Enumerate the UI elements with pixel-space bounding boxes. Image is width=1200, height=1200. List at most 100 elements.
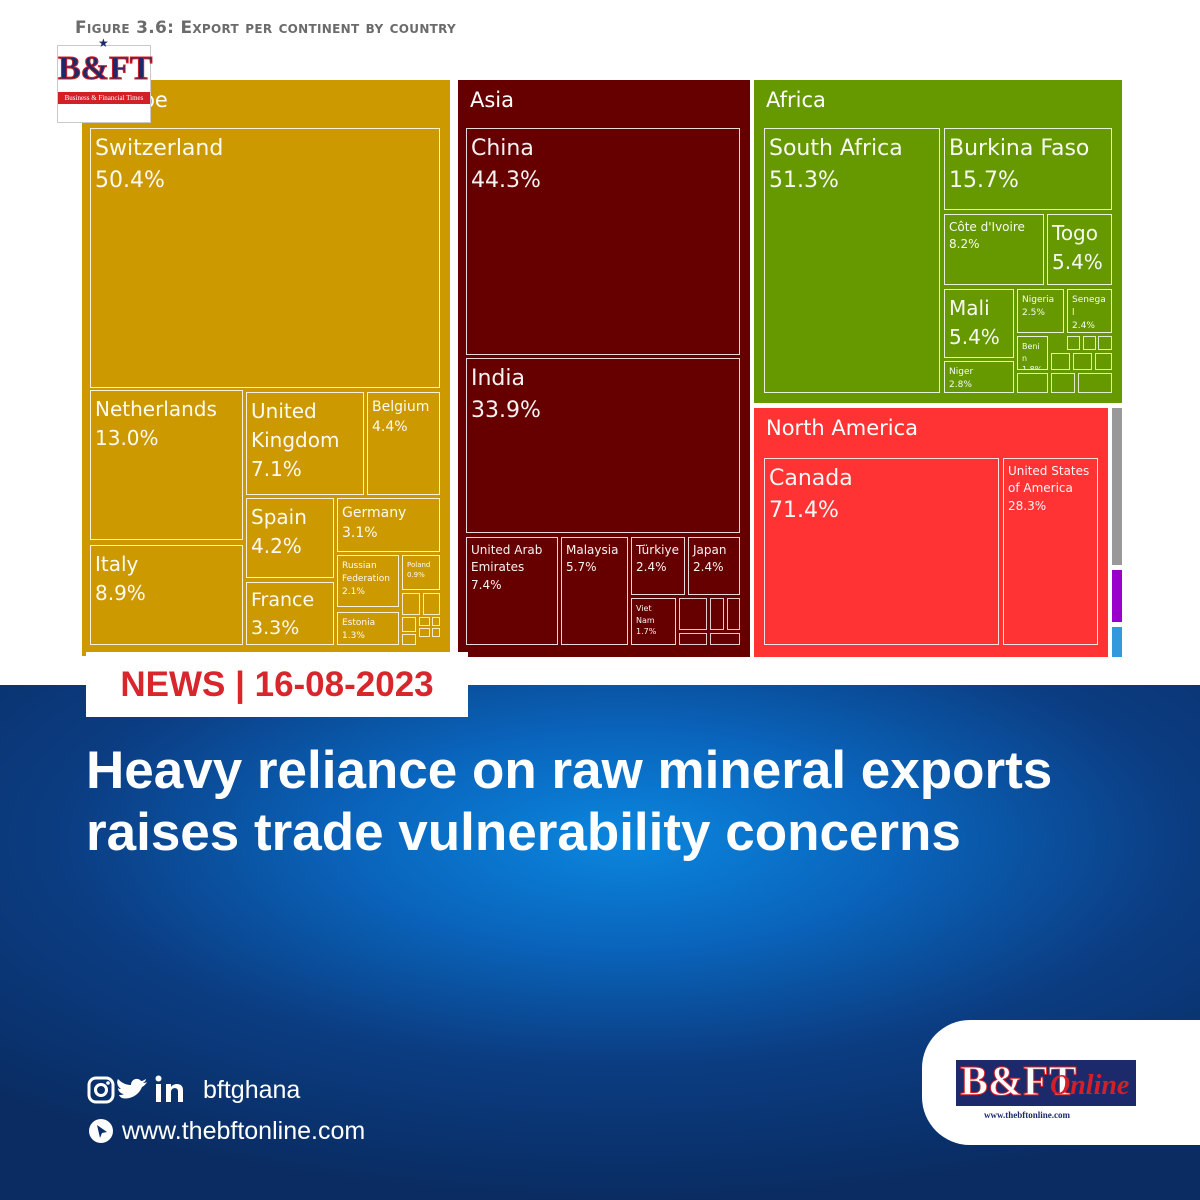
- small-cell: [432, 617, 440, 626]
- small-cell: [1073, 353, 1092, 370]
- treemap-cell: Poland 0.9%: [402, 555, 440, 590]
- treemap-cell: United Arab Emirates 7.4%: [466, 537, 558, 645]
- small-cell: [419, 617, 430, 626]
- minor-group: [1112, 627, 1122, 657]
- cell-value: 7.4%: [471, 577, 502, 592]
- cell-label: United Arab Emirates: [471, 543, 543, 575]
- social-icons: [87, 1075, 183, 1104]
- treemap-cell: Italy 8.9%: [90, 545, 243, 645]
- linkedin-icon: [156, 1084, 161, 1102]
- logo-name: B&FT: [960, 1059, 1078, 1106]
- cell-label: Netherlands: [95, 397, 217, 421]
- cell-value: 33.9%: [471, 397, 541, 423]
- cell-label: United States of America: [1008, 464, 1090, 496]
- cell-label: Nigeria: [1022, 295, 1055, 305]
- cell-value: 2.4%: [636, 560, 667, 575]
- group-label: Asia: [470, 88, 515, 112]
- minor-group: [1112, 408, 1122, 565]
- cell-label: Belgium: [372, 399, 430, 415]
- cell-label: Italy: [95, 552, 139, 576]
- cell-value: 7.1%: [251, 457, 302, 481]
- treemap-cell: Russian Federation 2.1%: [337, 555, 399, 607]
- treemap-cell: Nigeria 2.5%: [1017, 289, 1064, 333]
- cell-label: Burkina Faso: [949, 136, 1090, 161]
- small-cell: [419, 628, 430, 637]
- cell-value: 5.4%: [949, 325, 1000, 349]
- cell-value: 4.4%: [372, 419, 408, 436]
- treemap-cell: Estonia 1.3%: [337, 612, 399, 645]
- small-cell: [1051, 373, 1075, 393]
- cell-label: Germany: [342, 505, 407, 521]
- cell-value: 1.7%: [636, 627, 657, 637]
- minor-group: [1112, 570, 1122, 622]
- treemap-cell: Spain 4.2%: [246, 498, 334, 578]
- cell-label: China: [471, 136, 534, 161]
- group: North America: [754, 408, 1108, 657]
- website: www.thebftonline.com: [122, 1117, 366, 1145]
- small-cell: [1098, 336, 1112, 350]
- cell-value: 8.2%: [949, 237, 980, 252]
- cell-label: Türkiye: [636, 543, 679, 557]
- cell-label: Senegal: [1072, 295, 1106, 319]
- headline: Heavy reliance on raw mineral exports ra…: [86, 741, 1053, 862]
- small-cell: [1017, 373, 1048, 393]
- instagram-lens: [94, 1083, 108, 1097]
- treemap: EuropeSwitzerland50.4%Netherlands13.0%It…: [82, 80, 1122, 657]
- logo-url: www.thebftonline.com: [984, 1110, 1070, 1120]
- small-cell: [679, 598, 707, 630]
- treemap-cell: Côte d'Ivoire 8.2%: [944, 214, 1044, 285]
- cell-value: 0.9%: [407, 571, 425, 580]
- cell-label: Benin: [1022, 342, 1040, 363]
- logo-mark: [956, 1060, 1136, 1106]
- cell-value: 5.4%: [1052, 250, 1103, 274]
- group: Africa: [754, 80, 1122, 403]
- linkedin-dot: [155, 1075, 162, 1082]
- treemap-cell: Japan 2.4%: [688, 537, 740, 595]
- logo-online-text: Online: [1050, 1070, 1130, 1101]
- cell-label: Niger: [949, 367, 974, 377]
- treemap-cell: Belgium 4.4%: [367, 392, 440, 495]
- social-handle: bftghana: [203, 1076, 301, 1104]
- instagram-icon: [87, 1076, 115, 1104]
- cell-value: 28.3%: [1008, 498, 1047, 513]
- group-label: North America: [766, 416, 919, 440]
- cell-value: 2.5%: [1022, 308, 1045, 319]
- small-cell: [423, 593, 440, 615]
- cell-label: Poland: [407, 561, 431, 569]
- treemap-cell: India 33.9%: [466, 358, 740, 533]
- web-icon: [89, 1119, 113, 1143]
- treemap-cell: Netherlands 13.0%: [90, 390, 243, 540]
- small-cell: [710, 598, 724, 630]
- logo-name: B&FT: [58, 50, 153, 88]
- logo-online: B&FT Online www.thebftonline.com: [922, 1020, 1200, 1145]
- small-cell: [432, 628, 440, 637]
- small-cell: [1083, 336, 1096, 350]
- cell-label: Estonia: [342, 618, 376, 628]
- cell-label: Malaysia: [566, 543, 619, 557]
- cell-label: Russian Federation: [342, 561, 390, 585]
- logo-tagline: Business & Financial Times: [58, 92, 150, 104]
- treemap-cell: United Kingdom 7.1%: [246, 392, 364, 495]
- small-cell: [1095, 353, 1112, 370]
- treemap-cell: France 3.3%: [246, 582, 334, 645]
- group: Asia: [458, 80, 750, 657]
- small-cell: [1067, 336, 1080, 350]
- treemap-cell: Canada 71.4%: [764, 458, 999, 645]
- cell-value: 2.1%: [342, 587, 365, 598]
- figure-title: Figure 3.6: Export per continent by coun…: [75, 18, 457, 38]
- logo: ★ B&FT Business & Financial Times: [57, 36, 153, 123]
- small-cell: [1051, 353, 1070, 370]
- cell-value: 51.3%: [769, 167, 839, 193]
- news-tag: NEWS | 16-08-2023: [86, 652, 468, 717]
- treemap-cell: Mali 5.4%: [944, 289, 1014, 358]
- cell-label: India: [471, 366, 525, 391]
- small-cell: [402, 634, 416, 645]
- cell-label: Spain: [251, 505, 307, 529]
- cell-label: Côte d'Ivoire: [949, 220, 1025, 234]
- treemap-cell: Togo 5.4%: [1047, 214, 1112, 285]
- cell-value: 1.3%: [342, 631, 365, 642]
- treemap-cell: South Africa 51.3%: [764, 128, 940, 393]
- small-cell: [727, 598, 740, 630]
- cell-value: 13.0%: [95, 426, 159, 450]
- cell-value: 2.4%: [1072, 321, 1095, 332]
